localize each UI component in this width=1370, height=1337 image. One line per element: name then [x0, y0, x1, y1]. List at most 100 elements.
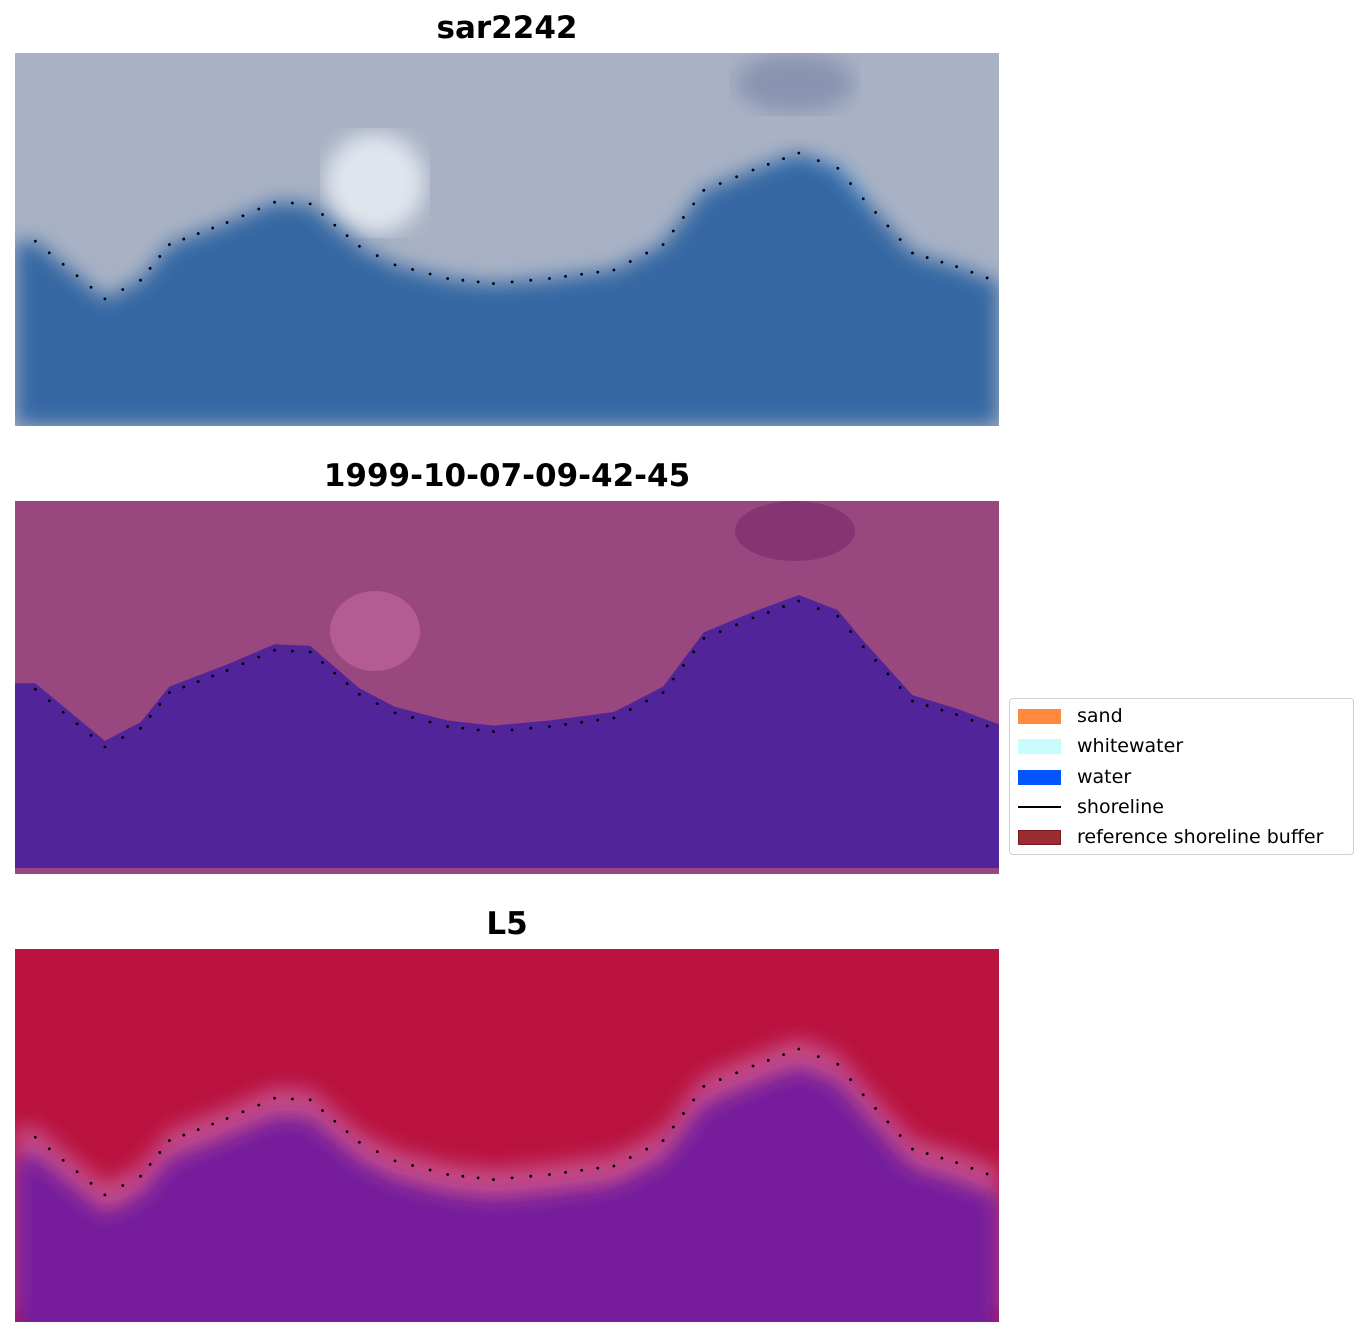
- shoreline-point: [645, 699, 649, 703]
- shoreline-point: [33, 239, 37, 243]
- shoreline-point: [751, 1064, 755, 1068]
- shoreline-point: [510, 728, 514, 732]
- shoreline-point: [692, 650, 696, 654]
- shoreline-point: [89, 1181, 93, 1185]
- legend-label: whitewater: [1077, 735, 1184, 757]
- shoreline-point: [628, 260, 632, 263]
- sand-swatch: [1018, 708, 1061, 724]
- shoreline-point: [273, 1096, 276, 1100]
- shoreline-point: [836, 166, 840, 170]
- shoreline-point: [158, 1151, 162, 1154]
- shoreline-point: [148, 266, 152, 270]
- shoreline-point: [797, 151, 801, 155]
- shoreline-point: [461, 726, 465, 730]
- panel-title-1: sar2242: [436, 10, 578, 46]
- shoreline-point: [548, 277, 551, 280]
- dark-patch: [735, 53, 855, 113]
- shoreline-point: [158, 703, 162, 706]
- shoreline-point: [529, 726, 533, 730]
- shoreline-point: [182, 1133, 186, 1137]
- shoreline-point: [333, 223, 337, 227]
- legend-label: reference shoreline buffer: [1077, 826, 1324, 848]
- shoreline-point: [529, 278, 533, 282]
- panel-index-image: [15, 949, 999, 1322]
- panel-title-2: 1999-10-07-09-42-45: [323, 458, 691, 494]
- shoreline-point: [682, 216, 685, 219]
- shoreline-point: [898, 686, 902, 689]
- shoreline-point: [345, 682, 349, 686]
- shoreline-point: [849, 1078, 852, 1081]
- shoreline-point: [211, 1122, 215, 1126]
- panel-rgb-image: [15, 53, 999, 426]
- legend-item-shoreline: shoreline: [1018, 795, 1164, 819]
- shoreline-point: [861, 645, 865, 649]
- shoreline-point: [911, 699, 914, 703]
- shoreline-point: [628, 1156, 632, 1159]
- shoreline-point: [580, 272, 584, 276]
- shoreline-point: [564, 1170, 567, 1174]
- shoreline-point: [47, 1147, 51, 1151]
- shoreline-point: [476, 728, 480, 732]
- shoreline-point: [782, 1053, 785, 1057]
- shoreline-point: [375, 702, 379, 706]
- shoreline-point: [661, 243, 665, 246]
- shoreline-point: [411, 716, 414, 719]
- shoreline-point: [241, 1110, 245, 1114]
- shoreline-point: [61, 262, 65, 266]
- shoreline-point: [257, 655, 261, 659]
- shoreline-point: [273, 200, 276, 204]
- shoreline-point: [718, 630, 722, 633]
- shoreline-point: [940, 708, 944, 712]
- shoreline-point: [446, 1173, 450, 1176]
- shoreline-point: [766, 1058, 770, 1062]
- shoreline-point: [308, 1098, 312, 1102]
- shoreline-point: [782, 157, 785, 161]
- shoreline-point: [61, 1158, 65, 1162]
- shoreline-point: [345, 1130, 349, 1134]
- panel-classified-image: [15, 501, 999, 874]
- shoreline-point: [661, 1139, 665, 1142]
- shoreline-point: [492, 282, 495, 285]
- shoreline-point: [861, 197, 865, 201]
- legend-item-whitewater: whitewater: [1018, 734, 1183, 758]
- shoreline-point: [925, 256, 929, 259]
- shoreline-point: [816, 1055, 820, 1059]
- shoreline-point: [702, 188, 706, 192]
- shoreline-point: [645, 1147, 649, 1151]
- shoreline-point: [874, 1106, 877, 1110]
- shoreline-point: [257, 207, 261, 211]
- shoreline-point: [121, 1184, 125, 1187]
- shoreline-point: [766, 162, 770, 166]
- shoreline-point: [33, 687, 37, 691]
- shoreline-point: [182, 685, 186, 689]
- shoreline-point: [121, 288, 125, 291]
- shoreline-line-swatch: [1018, 805, 1061, 809]
- shoreline-point: [985, 276, 989, 280]
- shoreline-point: [241, 662, 245, 666]
- legend-item-water: water: [1018, 765, 1131, 789]
- shoreline-point: [308, 202, 312, 206]
- shoreline-point: [411, 1164, 414, 1167]
- legend-item-buffer: reference shoreline buffer: [1018, 825, 1323, 849]
- shoreline-point: [661, 691, 665, 694]
- shoreline-point: [393, 711, 397, 715]
- shoreline-point: [290, 649, 294, 653]
- shoreline-point: [167, 691, 171, 694]
- shoreline-point: [321, 1109, 324, 1112]
- shoreline-point: [225, 669, 229, 672]
- shoreline-point: [751, 168, 755, 172]
- buffer-swatch: [1018, 829, 1061, 845]
- shoreline-point: [718, 1078, 722, 1081]
- legend-label: water: [1077, 766, 1132, 788]
- shoreline-point: [446, 725, 450, 728]
- shoreline-point: [612, 1164, 616, 1168]
- shoreline-point: [940, 1156, 944, 1160]
- shoreline-point: [886, 1120, 890, 1124]
- shoreline-point: [596, 718, 600, 722]
- shoreline-point: [596, 1166, 600, 1170]
- shoreline-point: [612, 716, 616, 720]
- shoreline-point: [33, 1135, 37, 1139]
- shoreline-point: [290, 1097, 294, 1101]
- shoreline-point: [861, 1093, 865, 1097]
- shoreline-point: [196, 232, 200, 235]
